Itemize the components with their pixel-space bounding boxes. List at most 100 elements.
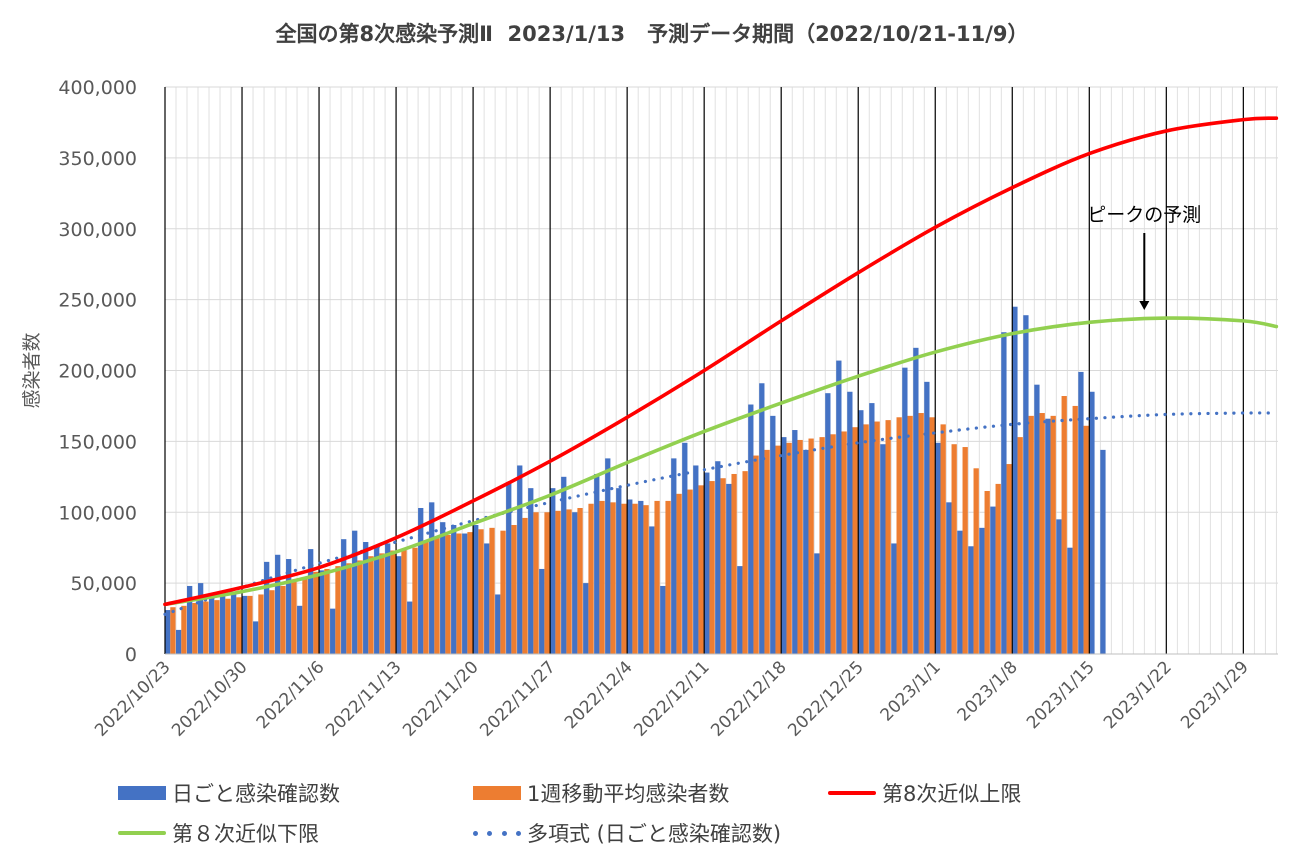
- bar-daily: [825, 393, 831, 654]
- bar-weekly-avg: [610, 502, 616, 654]
- bar-daily: [682, 442, 688, 654]
- bar-weekly-avg: [511, 525, 517, 654]
- bar-weekly-avg: [335, 566, 341, 654]
- y-tick-label: 300,000: [58, 219, 137, 241]
- bar-daily: [264, 561, 270, 654]
- bar-weekly-avg: [181, 605, 187, 654]
- bar-daily: [858, 410, 864, 654]
- bar-daily: [935, 442, 941, 654]
- x-tick-label: 2023/1/8: [954, 657, 1022, 725]
- bar-daily: [528, 488, 534, 654]
- bar-weekly-avg: [709, 481, 715, 654]
- bar-weekly-avg: [1017, 437, 1023, 654]
- annotation-text: ピークの予測: [1087, 204, 1201, 226]
- bar-daily: [473, 525, 479, 654]
- bar-weekly-avg: [368, 556, 374, 654]
- x-tick-label: 2022/12/25: [784, 657, 867, 740]
- x-tick-label: 2023/1/1: [877, 657, 945, 725]
- legend-item-lower[interactable]: 第８次近似下限: [118, 818, 319, 848]
- bar-weekly-avg: [632, 503, 638, 654]
- bar-daily: [924, 381, 930, 654]
- bar-weekly-avg: [874, 421, 880, 654]
- line-lower-bound: [163, 316, 1279, 607]
- bar-daily: [1067, 547, 1073, 654]
- y-tick-label: 0: [125, 644, 137, 666]
- bar-weekly-avg: [918, 413, 924, 654]
- bar-weekly-avg: [731, 473, 737, 654]
- bar-weekly-avg: [302, 577, 308, 654]
- bar-daily: [242, 595, 248, 654]
- legend-label-upper: 第8次近似上限: [882, 782, 1022, 806]
- bar-daily: [1012, 306, 1018, 654]
- bar-weekly-avg: [940, 424, 946, 654]
- y-tick-label: 350,000: [58, 148, 137, 170]
- bar-daily: [671, 458, 677, 654]
- bar-daily: [737, 566, 743, 654]
- bar-weekly-avg: [324, 568, 330, 654]
- bar-weekly-avg: [500, 530, 506, 654]
- bar-daily: [902, 367, 908, 654]
- y-tick-label: 400,000: [58, 77, 137, 99]
- bar-daily: [891, 543, 897, 654]
- legend-swatch-daily: [118, 786, 166, 800]
- bar-weekly-avg: [170, 607, 176, 654]
- bar-weekly-avg: [1083, 425, 1089, 654]
- bar-daily: [649, 526, 655, 654]
- legend-label-poly: 多項式 (日ごと感染確認数): [527, 822, 782, 846]
- y-tick-label: 250,000: [58, 290, 137, 312]
- bar-weekly-avg: [379, 553, 385, 654]
- y-tick-label: 200,000: [58, 361, 137, 383]
- legend-item-upper[interactable]: 第8次近似上限: [828, 778, 1021, 808]
- legend-swatch-lower: [118, 831, 166, 835]
- x-tick-label: 2022/12/4: [561, 657, 637, 733]
- y-tick-label: 150,000: [58, 431, 137, 453]
- bar-daily: [627, 499, 633, 654]
- bar-daily: [660, 585, 666, 654]
- legend-item-weekly-avg[interactable]: 1週移動平均感染者数: [473, 778, 729, 808]
- bar-weekly-avg: [258, 594, 264, 654]
- x-tick-label: 2022/12/11: [630, 657, 713, 740]
- bar-weekly-avg: [687, 489, 693, 654]
- bar-weekly-avg: [786, 442, 792, 654]
- bar-weekly-avg: [1006, 464, 1012, 654]
- bar-weekly-avg: [203, 601, 209, 654]
- legend-label-daily: 日ごと感染確認数: [172, 782, 340, 806]
- bar-daily: [605, 458, 611, 654]
- x-tick-label: 2023/1/22: [1100, 657, 1176, 733]
- bar-weekly-avg: [313, 571, 319, 654]
- bar-daily: [495, 594, 501, 654]
- bar-weekly-avg: [819, 437, 825, 654]
- bar-daily: [836, 360, 842, 654]
- bar-weekly-avg: [467, 532, 473, 654]
- bar-daily: [209, 594, 215, 654]
- x-tick-label: 2022/11/6: [253, 657, 329, 733]
- bar-weekly-avg: [643, 505, 649, 654]
- legend-item-daily[interactable]: 日ごと感染確認数: [118, 778, 340, 808]
- bar-daily: [231, 591, 237, 654]
- bar-weekly-avg: [357, 560, 363, 654]
- bar-weekly-avg: [1061, 396, 1067, 654]
- bar-weekly-avg: [577, 507, 583, 654]
- y-tick-label: 100,000: [58, 502, 137, 524]
- bar-weekly-avg: [863, 424, 869, 654]
- bar-weekly-avg: [423, 542, 429, 654]
- bar-weekly-avg: [192, 602, 198, 654]
- bar-daily: [968, 546, 974, 654]
- bar-weekly-avg: [1028, 415, 1034, 654]
- x-tick-label: 2022/11/13: [322, 657, 405, 740]
- legend-item-poly[interactable]: 多項式 (日ごと感染確認数): [473, 818, 781, 848]
- legend-label-lower: 第８次近似下限: [172, 822, 319, 846]
- bar-daily: [462, 533, 468, 654]
- x-tick-label: 2022/12/18: [707, 657, 790, 740]
- legend-swatch-weekly-avg: [473, 786, 521, 800]
- bar-daily: [1056, 519, 1062, 654]
- bar-weekly-avg: [434, 537, 440, 654]
- bar-weekly-avg: [214, 600, 220, 654]
- bar-daily: [847, 391, 853, 654]
- bar-weekly-avg: [555, 510, 561, 654]
- bar-weekly-avg: [236, 597, 242, 654]
- bar-daily: [1001, 332, 1007, 654]
- bar-daily: [770, 415, 776, 654]
- bar-daily: [726, 483, 732, 654]
